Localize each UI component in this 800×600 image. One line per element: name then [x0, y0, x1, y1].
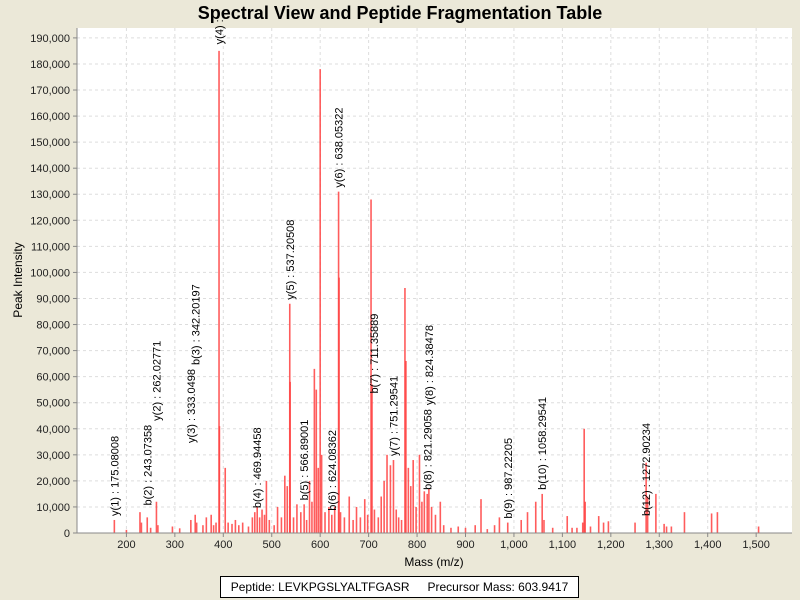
x-tick-label: 400 — [214, 539, 232, 551]
fragment-ion-label: b(8) : 821.29058 — [422, 409, 434, 490]
fragment-ion-label: b(4) : 469.94458 — [252, 427, 264, 508]
x-tick-label: 1,500 — [742, 539, 770, 551]
y-tick-label: 190,000 — [30, 33, 70, 45]
fragment-ion-label: y(6) : 638.05322 — [334, 108, 346, 188]
x-tick-label: 800 — [408, 539, 426, 551]
y-tick-label: 160,000 — [30, 111, 70, 123]
legend-box: Peptide: LEVKPGSLYALTFGASR Precursor Mas… — [220, 576, 579, 598]
y-tick-label: 30,000 — [36, 450, 70, 462]
x-tick-label: 500 — [263, 539, 281, 551]
precursor-mass: Precursor Mass: 603.9417 — [427, 580, 569, 594]
fragment-ion-label: b(9) : 987.22205 — [503, 438, 515, 519]
fragment-ion-label: y(4) : — [214, 19, 226, 44]
y-tick-label: 90,000 — [36, 293, 70, 305]
fragment-ion-label: y(1) : 175.08008 — [109, 436, 121, 516]
y-tick-label: 10,000 — [36, 502, 70, 514]
x-tick-label: 1,400 — [694, 539, 722, 551]
fragment-ion-label: b(2) : 243.07358 — [142, 425, 154, 506]
y-tick-label: 140,000 — [30, 163, 70, 175]
x-tick-label: 200 — [117, 539, 135, 551]
y-tick-label: 0 — [64, 528, 70, 540]
y-tick-label: 80,000 — [36, 320, 70, 332]
y-tick-label: 120,000 — [30, 215, 70, 227]
x-axis-label: Mass (m/z) — [404, 555, 463, 569]
y-tick-label: 60,000 — [36, 372, 70, 384]
x-tick-label: 300 — [166, 539, 184, 551]
y-tick-label: 150,000 — [30, 137, 70, 149]
peptide-sequence: Peptide: LEVKPGSLYALTFGASR — [230, 580, 410, 594]
y-tick-label: 20,000 — [36, 476, 70, 488]
fragment-ion-label: b(5) : 566.89001 — [299, 420, 311, 501]
fragment-ion-label: b(3) : 342.20197 — [190, 284, 202, 365]
x-tick-label: 1,100 — [549, 539, 577, 551]
fragment-ion-label: y(5) : 537.20508 — [285, 220, 297, 300]
y-tick-label: 180,000 — [30, 59, 70, 71]
x-tick-label: 600 — [311, 539, 329, 551]
fragment-ion-label: b(7) : 711.35889 — [369, 314, 381, 394]
chart-title: Spectral View and Peptide Fragmentation … — [198, 3, 602, 23]
y-tick-label: 50,000 — [36, 398, 70, 410]
y-axis-label: Peak Intensity — [11, 242, 25, 317]
y-tick-label: 70,000 — [36, 346, 70, 358]
fragment-ion-label: b(12) : 1272.90234 — [641, 423, 653, 516]
plot-area — [77, 28, 792, 533]
y-tick-label: 100,000 — [30, 267, 70, 279]
fragment-ion-label: y(8) : 824.38478 — [424, 325, 436, 405]
x-tick-label: 1,200 — [597, 539, 625, 551]
y-tick-label: 130,000 — [30, 189, 70, 201]
fragment-ion-label: b(6) : 624.08362 — [327, 430, 339, 511]
y-tick-label: 40,000 — [36, 424, 70, 436]
fragment-ion-label: b(10) : 1058.29541 — [537, 397, 549, 490]
x-tick-label: 900 — [456, 539, 474, 551]
fragment-ion-label: y(2) : 262.02771 — [151, 341, 163, 421]
annotation-group: y(1) : 175.08008 b(2) : 243.07358 y(2) : 2… — [109, 19, 653, 518]
y-tick-label: 110,000 — [31, 241, 70, 253]
fragment-ion-label: y(3) : 333.0498 — [186, 369, 198, 443]
x-tick-label: 1,300 — [646, 539, 674, 551]
y-tick-label: 170,000 — [30, 85, 70, 97]
x-tick-label: 700 — [359, 539, 377, 551]
x-tick-label: 1,000 — [500, 539, 528, 551]
fragment-ion-label: y(7) : 751.29541 — [388, 376, 400, 456]
